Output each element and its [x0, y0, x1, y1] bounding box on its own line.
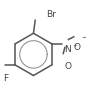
Text: N: N [64, 46, 71, 54]
Text: +: + [72, 43, 77, 48]
Text: F: F [4, 74, 9, 83]
Text: O: O [73, 43, 80, 52]
Text: −: − [81, 35, 86, 41]
Text: O: O [64, 62, 71, 71]
Text: Br: Br [46, 10, 56, 19]
